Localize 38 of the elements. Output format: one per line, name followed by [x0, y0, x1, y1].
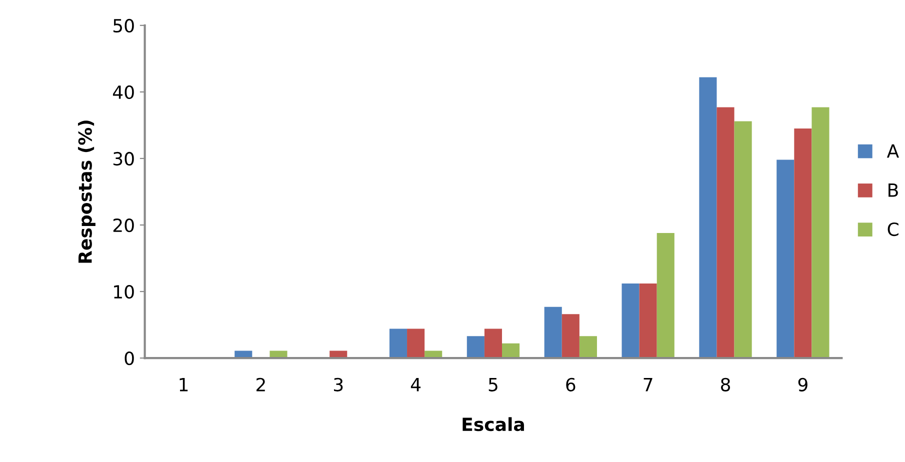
- x-tick-label: 5: [488, 378, 498, 392]
- bar: [794, 128, 812, 358]
- bar: [544, 306, 562, 358]
- bar: [639, 284, 657, 358]
- bar: [407, 328, 425, 358]
- x-tick-label: 9: [798, 378, 808, 392]
- bar: [270, 350, 288, 358]
- y-axis-title: Respostas (%): [78, 120, 96, 263]
- bar: [502, 343, 520, 358]
- bar: [716, 107, 734, 358]
- y-tick-label: 0: [124, 352, 134, 366]
- bar: [656, 232, 674, 358]
- bar: [484, 328, 502, 358]
- y-tick-label: 30: [113, 152, 134, 166]
- legend-label: B: [888, 184, 898, 197]
- bar: [812, 107, 830, 358]
- bar: [579, 336, 597, 358]
- bar: [776, 160, 794, 358]
- bar: [734, 121, 752, 358]
- x-tick-label: 4: [410, 378, 421, 392]
- bar: [699, 77, 717, 358]
- x-tick-label: 7: [644, 378, 652, 392]
- y-tick-label: 10: [114, 284, 134, 299]
- x-tick-label: 3: [334, 378, 343, 392]
- bar: [466, 336, 484, 358]
- bar: [389, 328, 408, 358]
- y-tick-label: 40: [112, 85, 134, 100]
- x-tick-label: 8: [720, 378, 730, 392]
- x-axis-title: Escala: [462, 417, 524, 432]
- legend-label: C: [888, 222, 898, 236]
- x-tick-label: 6: [566, 378, 576, 392]
- x-tick-label: 2: [256, 378, 265, 392]
- bar: [622, 284, 640, 358]
- y-tick-label: 20: [113, 218, 134, 232]
- x-tick-label: 1: [180, 378, 188, 392]
- legend-label: A: [886, 144, 899, 158]
- bar: [562, 314, 580, 358]
- y-tick-label: 50: [113, 18, 134, 33]
